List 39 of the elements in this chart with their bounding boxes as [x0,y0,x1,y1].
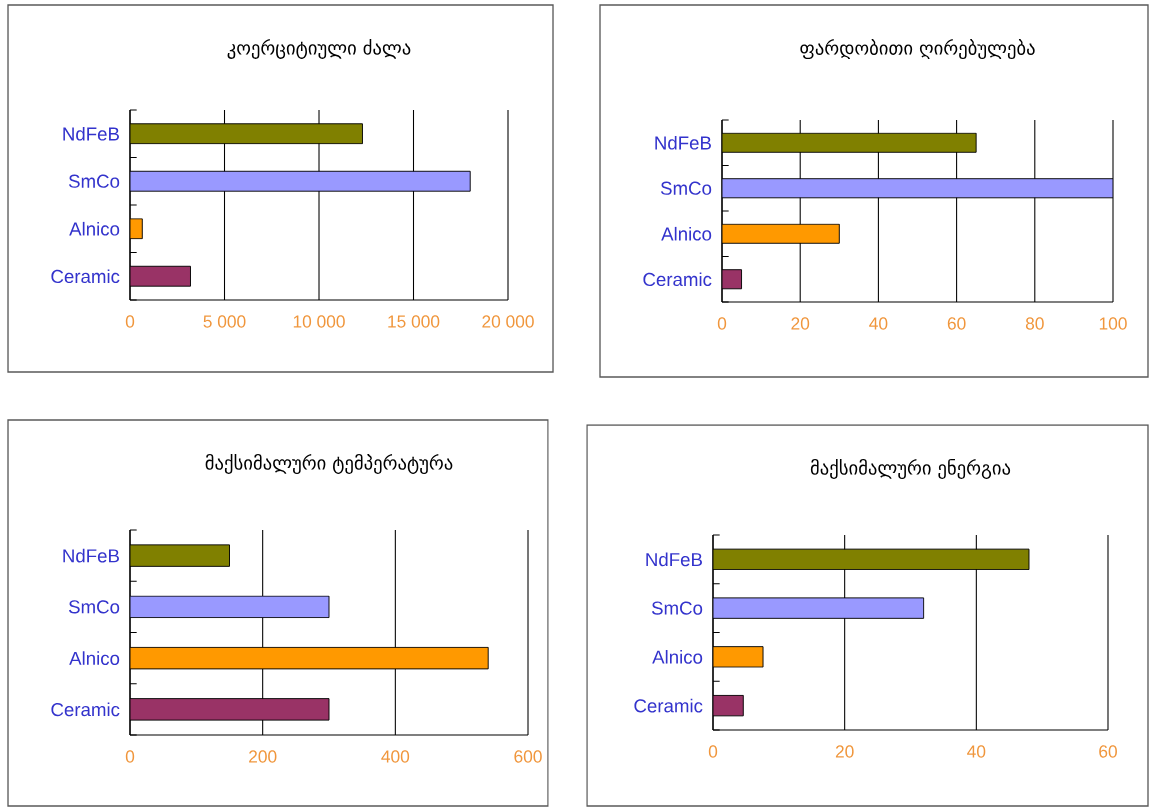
x-tick-label: 0 [717,317,727,330]
x-tick-label: 5 000 [203,315,246,328]
x-tick-label: 40 [869,317,888,330]
y-tick-label: NdFeB [646,552,702,567]
x-tick-label: 0 [125,750,135,763]
x-tick-label: 80 [1025,317,1044,330]
x-tick-label: 60 [1099,745,1117,758]
y-tick-label: SmCo [68,174,120,188]
y-tick-label: Ceramic [51,269,120,284]
y-tick-label: Ceramic [634,698,703,713]
y-tick-label: SmCo [651,601,703,615]
y-tick-label: Ceramic [643,272,712,287]
y-tick-label: Alnico [652,650,703,664]
y-tick-label: SmCo [68,600,120,614]
x-tick-label: 10 000 [293,315,345,328]
x-tick-label: 15 000 [388,315,440,328]
chart-title: ფარდობითი ღირებულება [800,38,1035,60]
y-tick-label: NdFeB [655,135,711,150]
y-tick-label: Alnico [69,651,120,665]
x-tick-label: 20 000 [482,315,534,328]
x-tick-label: 60 [947,317,966,330]
y-tick-label: Alnico [69,221,120,236]
x-tick-label: 600 [514,750,542,763]
y-tick-label: NdFeB [63,548,119,563]
chart-title: კოერციტიული ძალა [227,38,411,59]
x-tick-label: 200 [249,750,277,763]
x-tick-label: 20 [835,745,854,758]
x-tick-label: 0 [708,745,718,758]
y-tick-label: NdFeB [63,126,119,141]
y-tick-label: Ceramic [51,702,120,717]
y-tick-label: SmCo [660,181,712,195]
y-tick-label: Alnico [661,226,712,241]
x-tick-label: 0 [125,315,135,328]
chart-title: მაქსიმალური ენერგია [810,458,1011,479]
x-tick-label: 100 [1099,317,1127,330]
x-tick-label: 40 [967,745,986,758]
chart-title: მაქსიმალური ტემპერატურა [205,453,453,474]
x-tick-label: 20 [791,317,810,330]
x-tick-label: 400 [381,750,410,763]
